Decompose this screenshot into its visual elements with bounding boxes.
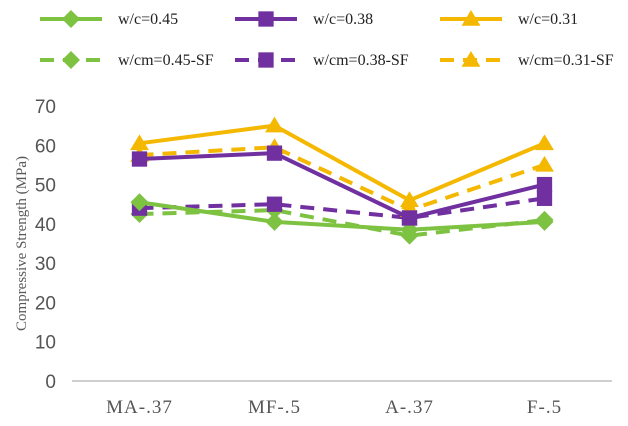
series-line [139,145,546,213]
series-w/c=0.38 [131,145,553,226]
legend-label: w/c=0.38 [313,11,373,28]
data-point [535,212,554,231]
y-tick-label: 20 [35,293,56,314]
data-point [536,176,553,193]
data-point [400,191,419,208]
data-point [266,196,283,212]
data-point [535,134,554,151]
legend-item: w/cm=0.38-SF [235,52,409,69]
legend-item: w/cm=0.31-SF [440,51,614,69]
legend-marker [258,52,274,68]
y-axis-ticks: 0 10 20 30 40 50 60 70 [35,97,56,393]
series-w/c=0.31 [130,116,554,208]
data-point [535,155,554,172]
data-point [536,190,553,206]
series-w/cm=0.38-SF [131,190,553,226]
data-point [266,145,283,161]
x-tick-label: MA-.37 [106,397,173,418]
x-tick-label: A-.37 [385,397,434,418]
y-tick-label: 70 [35,97,56,118]
legend-marker [461,51,481,67]
y-tick-label: 30 [35,254,56,275]
legend-label: w/c=0.31 [518,11,578,28]
data-point [131,151,148,167]
series-line [139,200,545,232]
x-tick-label: F-.5 [527,397,562,418]
data-point [130,134,149,151]
series-line [139,123,546,203]
x-axis-ticks: MA-.37 MF-.5 A-.37 F-.5 [106,397,562,418]
y-axis-label: Compressive Strength (MPa) [14,156,30,331]
legend: w/c=0.45 w/c=0.38 w/c=0.31 w/cm=0.45-SF w/cm… [40,10,614,69]
y-tick-label: 10 [35,333,56,354]
data-point [265,212,284,231]
legend-item: w/c=0.31 [440,10,578,28]
data-point [265,116,284,133]
y-tick-label: 60 [35,136,56,157]
y-tick-label: 50 [35,176,56,197]
legend-label: w/c=0.45 [118,11,178,28]
series-line [139,151,545,220]
legend-item: w/c=0.38 [235,11,373,28]
legend-marker [258,11,274,27]
legend-marker [62,51,80,69]
legend-label: w/cm=0.38-SF [313,52,409,69]
y-tick-label: 40 [35,215,56,236]
legend-item: w/c=0.45 [40,10,178,28]
legend-marker [62,10,80,28]
y-tick-label: 0 [45,372,56,393]
series-layer [130,116,554,245]
legend-marker [461,10,481,26]
legend-label: w/cm=0.45-SF [118,52,214,69]
data-point [401,210,418,226]
legend-label: w/cm=0.31-SF [518,52,614,69]
data-point [130,193,149,212]
series-line [139,208,545,238]
x-tick-label: MF-.5 [248,397,301,418]
legend-item: w/cm=0.45-SF [40,51,214,69]
